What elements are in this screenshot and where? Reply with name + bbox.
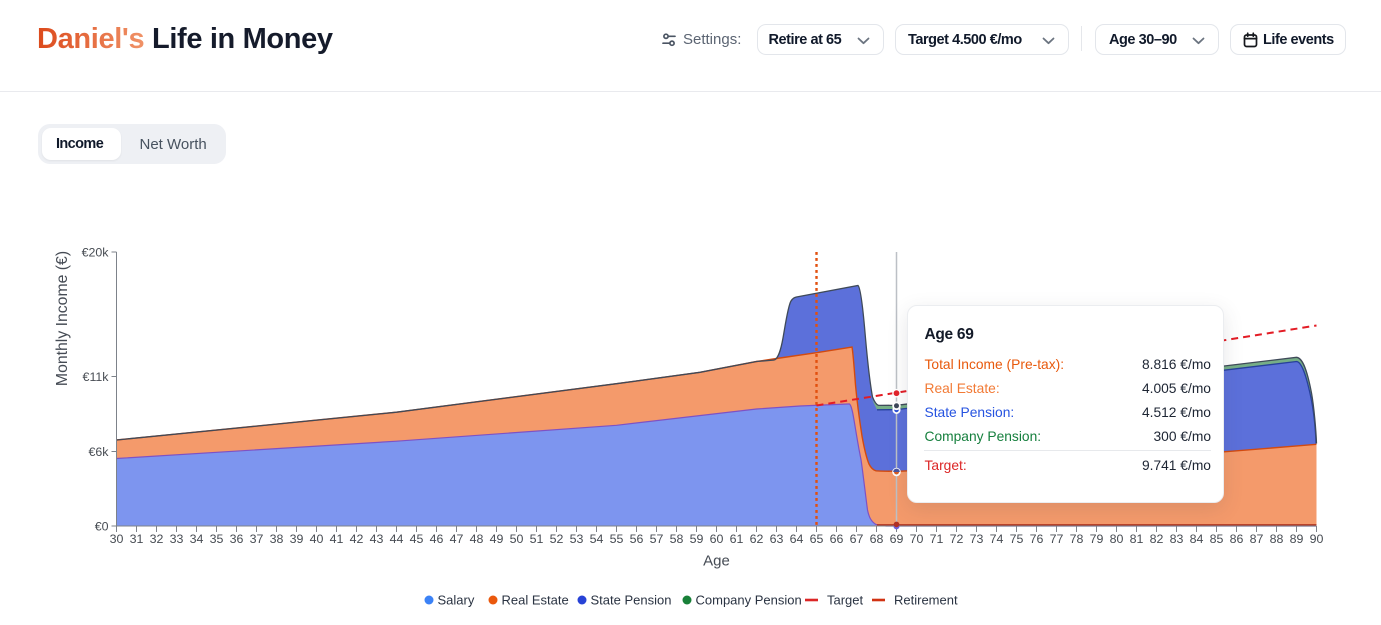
svg-text:84: 84	[1190, 532, 1204, 546]
svg-text:Salary: Salary	[438, 593, 475, 608]
svg-text:70: 70	[910, 532, 924, 546]
svg-text:74: 74	[990, 532, 1004, 546]
svg-text:89: 89	[1290, 532, 1304, 546]
svg-text:Monthly Income (€): Monthly Income (€)	[54, 251, 71, 386]
svg-text:49: 49	[490, 532, 504, 546]
svg-text:53: 53	[570, 532, 584, 546]
svg-text:80: 80	[1110, 532, 1124, 546]
svg-text:47: 47	[450, 532, 464, 546]
svg-text:50: 50	[510, 532, 524, 546]
svg-text:€11k: €11k	[83, 370, 110, 384]
svg-text:46: 46	[430, 532, 444, 546]
svg-text:€0: €0	[95, 520, 109, 534]
svg-text:42: 42	[350, 532, 364, 546]
svg-text:56: 56	[630, 532, 644, 546]
svg-text:67: 67	[850, 532, 864, 546]
svg-text:82: 82	[1150, 532, 1164, 546]
svg-text:State Pension: State Pension	[591, 593, 672, 608]
svg-text:30: 30	[110, 532, 124, 546]
svg-text:55: 55	[610, 532, 624, 546]
svg-text:57: 57	[650, 532, 664, 546]
svg-text:33: 33	[170, 532, 184, 546]
svg-text:90: 90	[1310, 532, 1324, 546]
svg-text:60: 60	[710, 532, 724, 546]
svg-text:65: 65	[810, 532, 824, 546]
svg-text:48: 48	[470, 532, 484, 546]
svg-text:40: 40	[310, 532, 324, 546]
svg-text:72: 72	[950, 532, 964, 546]
svg-text:81: 81	[1130, 532, 1144, 546]
svg-text:34: 34	[190, 532, 204, 546]
svg-text:59: 59	[690, 532, 704, 546]
svg-text:44: 44	[390, 532, 404, 546]
svg-text:79: 79	[1090, 532, 1104, 546]
svg-text:Age: Age	[703, 553, 730, 570]
svg-text:85: 85	[1210, 532, 1224, 546]
svg-text:68: 68	[870, 532, 884, 546]
svg-text:63: 63	[770, 532, 784, 546]
svg-text:36: 36	[230, 532, 244, 546]
svg-text:Real Estate: Real Estate	[502, 593, 569, 608]
svg-text:76: 76	[1030, 532, 1044, 546]
svg-text:31: 31	[130, 532, 144, 546]
svg-text:45: 45	[410, 532, 424, 546]
svg-text:86: 86	[1230, 532, 1244, 546]
svg-text:38: 38	[270, 532, 284, 546]
svg-text:64: 64	[790, 532, 804, 546]
svg-text:37: 37	[250, 532, 264, 546]
svg-text:43: 43	[370, 532, 384, 546]
svg-text:61: 61	[730, 532, 744, 546]
svg-text:Target: Target	[827, 593, 864, 608]
svg-text:88: 88	[1270, 532, 1284, 546]
svg-text:Retirement: Retirement	[894, 593, 958, 608]
svg-text:73: 73	[970, 532, 984, 546]
svg-text:62: 62	[750, 532, 764, 546]
svg-text:54: 54	[590, 532, 604, 546]
svg-text:41: 41	[330, 532, 344, 546]
svg-text:€6k: €6k	[89, 445, 110, 459]
svg-text:€20k: €20k	[82, 246, 110, 260]
svg-text:35: 35	[210, 532, 224, 546]
svg-text:69: 69	[890, 532, 904, 546]
svg-text:83: 83	[1170, 532, 1184, 546]
svg-text:52: 52	[550, 532, 564, 546]
svg-text:78: 78	[1070, 532, 1084, 546]
svg-text:71: 71	[930, 532, 944, 546]
svg-text:66: 66	[830, 532, 844, 546]
svg-text:58: 58	[670, 532, 684, 546]
svg-text:77: 77	[1050, 532, 1064, 546]
svg-text:39: 39	[290, 532, 304, 546]
svg-text:Company Pension: Company Pension	[696, 593, 802, 608]
svg-text:32: 32	[150, 532, 164, 546]
svg-text:75: 75	[1010, 532, 1024, 546]
svg-text:87: 87	[1250, 532, 1264, 546]
svg-text:51: 51	[530, 532, 544, 546]
